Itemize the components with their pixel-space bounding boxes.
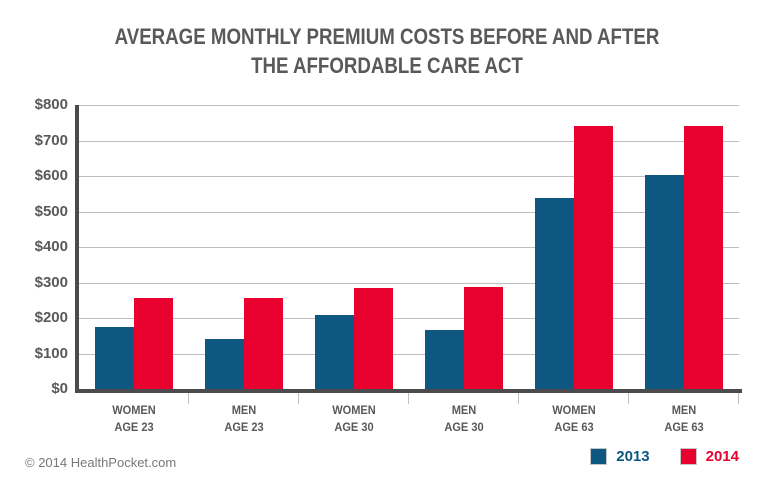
x-tick-label-women-age-30: WOMEN AGE 30 [332,403,376,434]
legend-swatch-2014 [679,448,697,465]
x-tick-label-women-age-63: WOMEN AGE 63 [552,403,596,434]
y-tick-label-400: $400 [34,238,68,255]
y-tick-label-700: $700 [34,131,68,149]
bar-2013-men-age-23 [205,339,244,389]
x-tick-label-men-age-63: MEN AGE 63 [664,403,704,434]
bar-2013-women-age-23 [95,326,134,389]
bar-series [79,105,739,389]
copyright-text: © 2014 HealthPocket.com [25,455,177,470]
legend-item-2014: 2014 [679,448,739,465]
bar-2014-men-age-63 [684,126,723,389]
bar-group-men-age-30 [409,105,519,389]
x-tick-label-men-age-30: MEN AGE 30 [444,403,484,434]
y-tick-label-600: $600 [34,167,68,184]
chart-title-line1: AVERAGE MONTHLY PREMIUM COSTS BEFORE AND… [114,24,660,49]
bar-2014-women-age-30 [354,287,393,389]
plot-area [79,105,739,389]
legend: 2013 2014 [590,448,739,465]
bar-2013-women-age-30 [315,314,354,389]
x-axis-tick-4 [518,393,519,404]
bar-2013-men-age-63 [645,175,684,389]
y-tick-label-0: $0 [51,380,68,397]
bar-group-women-age-23 [79,105,189,389]
y-axis-line [75,105,79,389]
x-tick-label-women-age-23: WOMEN AGE 23 [112,403,156,434]
y-tick-label-500: $500 [34,202,68,220]
bar-2014-men-age-23 [244,297,283,389]
legend-label-2013: 2013 [616,448,650,465]
bar-2014-women-age-23 [134,297,173,389]
x-tick-label-men-age-23: MEN AGE 23 [224,403,264,434]
chart-title-line2: THE AFFORDABLE CARE ACT [251,53,523,78]
bar-group-women-age-30 [299,105,409,389]
x-axis-tick-6 [738,393,739,404]
bar-2014-men-age-30 [464,286,503,389]
gridline-400 [79,247,739,248]
gridline-800 [79,105,739,106]
bar-2013-men-age-30 [425,330,464,389]
gridline-100 [79,353,739,355]
gridline-600 [79,176,739,177]
legend-item-2013: 2013 [590,448,650,465]
bar-2014-women-age-63 [574,126,613,389]
x-axis-line [75,389,742,393]
y-tick-label-200: $200 [34,309,68,326]
x-axis-tick-3 [408,393,409,404]
y-tick-label-800: $800 [34,96,68,113]
x-axis-tick-2 [298,393,299,404]
bar-2013-women-age-63 [535,198,574,389]
chart-title: AVERAGE MONTHLY PREMIUM COSTS BEFORE AND… [0,22,774,80]
gridline-200 [79,318,739,319]
gridline-500 [79,211,739,213]
bar-group-men-age-63 [629,105,739,389]
bar-group-women-age-63 [519,105,629,389]
x-axis-tick-5 [628,393,629,404]
x-axis-tick-1 [188,393,189,404]
x-axis-labels: WOMEN AGE 23 MEN AGE 23 WOMEN AGE 30 MEN AGE 30… [79,402,739,436]
gridline-700 [79,140,739,142]
bar-group-men-age-23 [189,105,299,389]
y-tick-label-300: $300 [34,273,68,291]
legend-swatch-2013 [590,448,608,465]
gridline-300 [79,282,739,284]
legend-label-2014: 2014 [705,448,739,465]
y-tick-label-100: $100 [34,344,68,362]
